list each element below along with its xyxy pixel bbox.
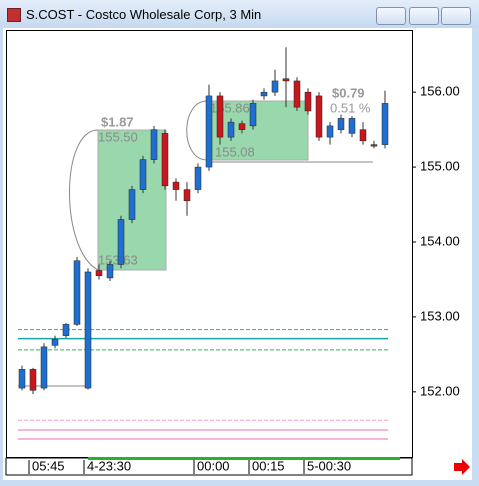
candle-body xyxy=(260,91,268,97)
candle-body xyxy=(326,125,334,138)
scroll-arrow[interactable] xyxy=(454,459,470,475)
candle-body xyxy=(161,133,169,187)
candle-body xyxy=(172,181,180,190)
candle-body xyxy=(73,260,81,325)
candle-body xyxy=(227,121,235,138)
candle-body xyxy=(238,123,246,130)
candle-body xyxy=(205,95,213,168)
minimize-button[interactable] xyxy=(376,7,406,25)
candle-body xyxy=(95,270,103,276)
candle-body xyxy=(337,118,345,130)
candle-body xyxy=(29,369,37,391)
y-tick-label: 154.00 xyxy=(420,233,460,248)
measure-low: 155.08 xyxy=(215,144,255,159)
close-button[interactable] xyxy=(441,7,471,25)
y-tick-label: 156.00 xyxy=(420,84,460,99)
candle-body xyxy=(271,80,279,93)
candle-body xyxy=(348,118,356,134)
candle-body xyxy=(304,91,312,112)
candle-body xyxy=(62,324,70,336)
measure-high: 155.86 xyxy=(210,100,250,115)
candle-body xyxy=(106,264,114,279)
candle-body xyxy=(293,80,301,108)
connector xyxy=(69,129,99,271)
x-tick-label: 5-00:30 xyxy=(307,458,351,473)
app-icon xyxy=(7,8,21,22)
candle-body xyxy=(139,159,147,190)
y-tick-label: 152.00 xyxy=(420,383,460,398)
candle-body xyxy=(150,129,158,160)
candle-body xyxy=(216,95,224,138)
measure-high: 155.50 xyxy=(98,129,138,144)
candle-body xyxy=(370,144,378,147)
y-tick-label: 155.00 xyxy=(420,159,460,174)
window-title: S.COST - Costco Wholesale Corp, 3 Min xyxy=(26,7,262,22)
y-tick-label: 153.00 xyxy=(420,308,460,323)
x-tick-label: 4-23:30 xyxy=(87,458,131,473)
candle-body xyxy=(117,219,125,265)
candle-body xyxy=(381,103,389,145)
candle-body xyxy=(183,189,191,202)
session-bar xyxy=(88,457,400,460)
x-tick-label: 00:00 xyxy=(197,458,230,473)
candle-body xyxy=(84,271,92,389)
measure-change: $0.79 xyxy=(332,85,365,100)
measure-box xyxy=(206,100,309,161)
candle-body xyxy=(40,346,48,389)
title-bar: S.COST - Costco Wholesale Corp, 3 Min xyxy=(0,0,479,28)
candle-body xyxy=(51,339,59,346)
connector xyxy=(186,100,208,161)
candle-body xyxy=(18,369,26,389)
x-tick-label: 00:15 xyxy=(252,458,285,473)
measure-pct: 0.51 % xyxy=(330,100,371,115)
measure-change: $1.87 xyxy=(101,114,134,129)
candle-body xyxy=(249,103,257,127)
candle-body xyxy=(128,189,136,220)
candle-body xyxy=(194,166,202,190)
candle-body xyxy=(315,95,323,138)
candle-body xyxy=(282,78,290,82)
maximize-button[interactable] xyxy=(409,7,439,25)
candle-body xyxy=(359,129,367,142)
x-tick-label: 05:45 xyxy=(32,458,65,473)
